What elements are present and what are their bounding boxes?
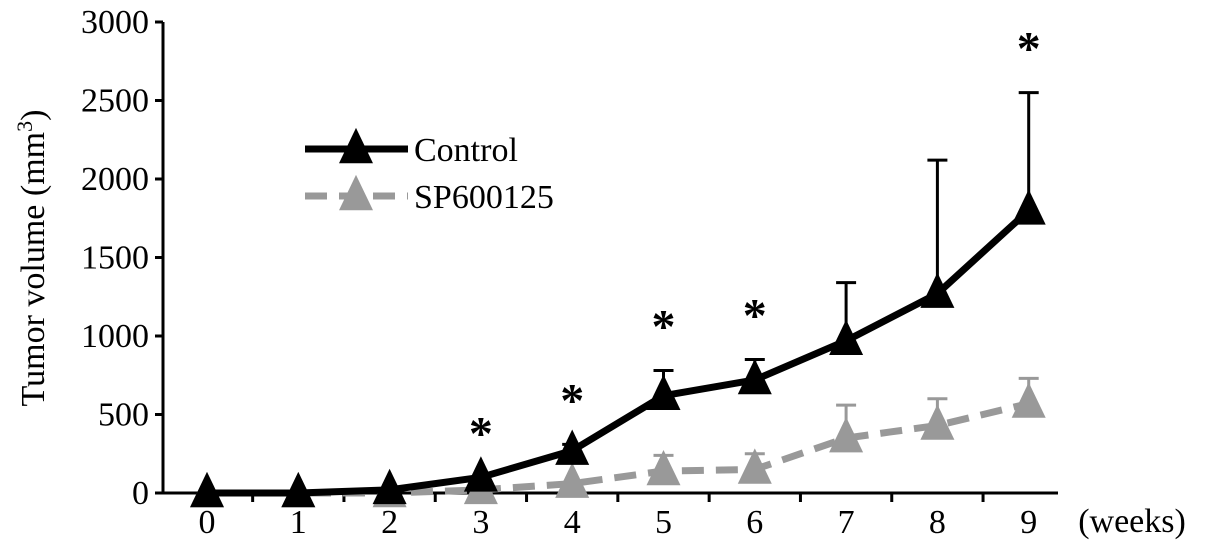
x-tick-label: 5 xyxy=(655,504,672,541)
y-tick-label: 0 xyxy=(132,475,149,512)
x-tick-label: 7 xyxy=(838,504,855,541)
data-point xyxy=(829,416,864,453)
series-line xyxy=(207,207,1032,497)
x-tick-label: 8 xyxy=(929,504,946,541)
axes: 0 500 1000 1500 2000 2500 3000 0 1 2 3 4 5 6 7 8 9 xyxy=(81,4,1058,541)
x-tick-label: 1 xyxy=(290,504,307,541)
data-point xyxy=(190,471,224,508)
series-layer xyxy=(190,91,1046,508)
legend-label: SP600125 xyxy=(414,179,554,216)
x-tick-label: 9 xyxy=(1020,504,1037,541)
x-tick-label: 0 xyxy=(199,504,216,541)
legend: Control SP600125 xyxy=(305,127,554,216)
x-tick-label: 4 xyxy=(564,504,581,541)
x-tick-label: 6 xyxy=(746,504,763,541)
legend-item-sp600125: SP600125 xyxy=(305,174,554,216)
data-point xyxy=(555,429,590,465)
data-point xyxy=(555,462,590,498)
legend-marker xyxy=(339,174,373,211)
significance-asterisk: * xyxy=(743,290,767,343)
significance-asterisk: * xyxy=(652,301,676,354)
series-control xyxy=(190,91,1046,508)
data-point xyxy=(281,471,316,508)
significance-asterisk: * xyxy=(1017,23,1041,76)
y-tick-label: 2500 xyxy=(81,83,149,120)
data-point xyxy=(1011,189,1046,225)
y-axis-label: Tumor volume (mm3) xyxy=(12,110,52,407)
data-point xyxy=(920,404,955,440)
y-tick-label: 2000 xyxy=(81,161,149,198)
x-tick-label: 3 xyxy=(472,504,489,541)
data-point xyxy=(372,468,407,505)
x-axis-label: (weeks) xyxy=(1078,503,1186,540)
series-sp600125 xyxy=(190,376,1046,508)
legend-item-control: Control xyxy=(305,127,518,169)
significance-asterisk: * xyxy=(560,374,584,427)
legend-marker xyxy=(339,127,373,164)
data-point xyxy=(646,449,681,486)
data-point xyxy=(463,456,498,492)
data-point xyxy=(737,448,772,484)
y-tick-label: 1500 xyxy=(81,240,149,277)
significance-layer: * * * * * xyxy=(469,23,1041,461)
x-tick-label: 2 xyxy=(381,504,398,541)
series-line xyxy=(207,400,1030,497)
data-point xyxy=(646,374,681,410)
y-tick-label: 500 xyxy=(98,397,149,434)
data-point xyxy=(920,272,955,308)
y-tick-label: 3000 xyxy=(81,4,149,41)
legend-label: Control xyxy=(414,132,518,169)
y-tick-label: 1000 xyxy=(81,318,149,355)
data-point xyxy=(829,319,864,355)
significance-asterisk: * xyxy=(469,407,493,460)
data-point xyxy=(737,358,772,395)
data-point xyxy=(1011,382,1046,418)
